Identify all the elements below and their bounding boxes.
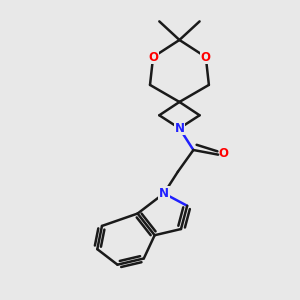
- Text: N: N: [159, 187, 169, 200]
- Text: N: N: [174, 122, 184, 135]
- Text: O: O: [201, 50, 211, 64]
- Text: O: O: [219, 147, 229, 160]
- Text: O: O: [148, 50, 158, 64]
